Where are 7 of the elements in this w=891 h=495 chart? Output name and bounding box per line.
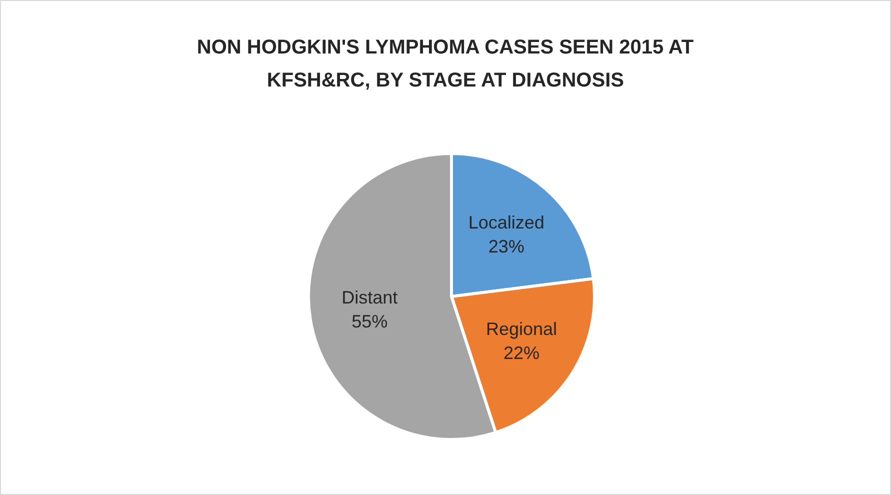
data-label: 23% [488,236,524,256]
slice-label: Distant [342,287,398,308]
chart-title: NON HODGKIN'S LYMPHOMA CASES SEEN 2015 AT KFSH&RC, BY STAGE AT DIAGNOSIS [196,36,694,92]
slice-label: Localized [468,212,544,232]
data-label: 55% [352,311,388,332]
slice-label: Regional [486,318,558,339]
data-label: 22% [504,342,540,363]
